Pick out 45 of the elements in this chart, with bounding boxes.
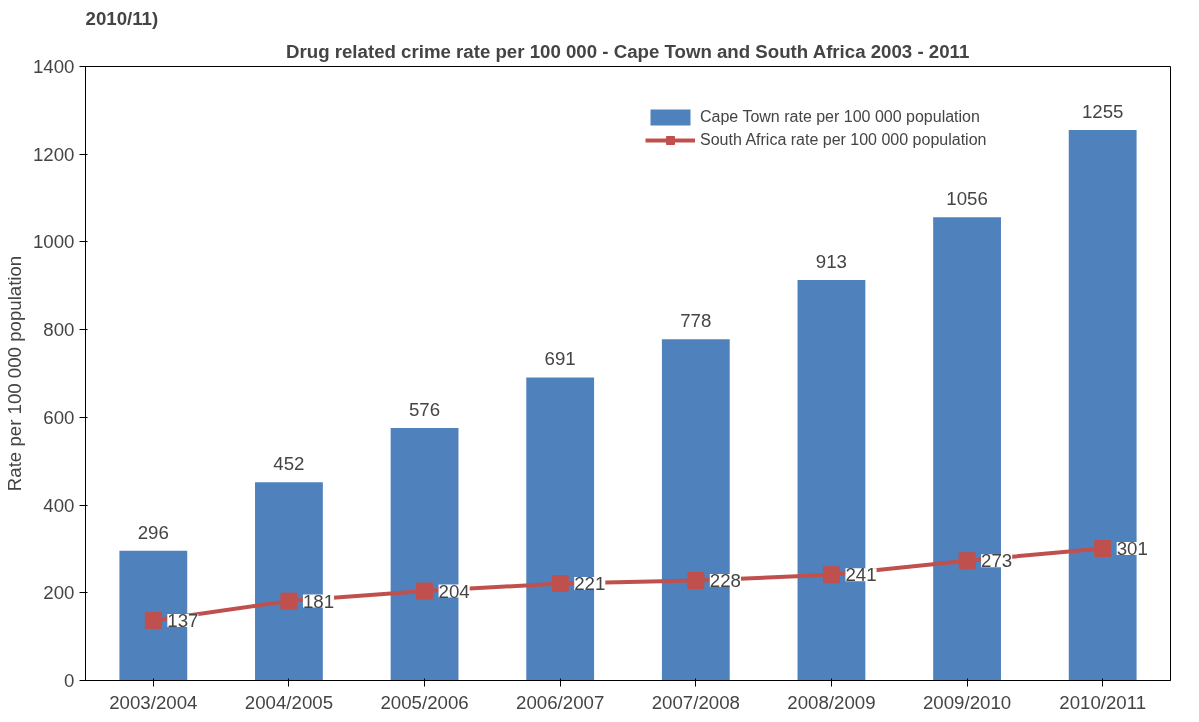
- x-tick-label: 2008/2009: [787, 691, 876, 713]
- data-label: 296: [137, 521, 169, 543]
- point: [144, 611, 162, 629]
- data-label: 301: [1116, 537, 1148, 559]
- y-tick-label: 1200: [33, 143, 75, 165]
- x-tick-label: 2010/2011: [1059, 691, 1147, 713]
- point: [822, 566, 840, 584]
- y-tick-label: 0: [64, 670, 75, 691]
- data-label: 204: [438, 580, 470, 602]
- y-tick-label: 600: [43, 406, 75, 428]
- y-tick-label: 1000: [33, 231, 75, 253]
- data-label: 137: [167, 609, 199, 631]
- y-tick-label: 200: [43, 582, 75, 604]
- data-label: 1056: [946, 188, 988, 210]
- point: [958, 552, 976, 570]
- point: [416, 582, 434, 600]
- data-label: 273: [981, 550, 1013, 572]
- data-label: 576: [409, 398, 441, 420]
- data-label: 181: [302, 590, 335, 612]
- y-axis-title: Rate per 100 000 population: [4, 255, 25, 492]
- point: [687, 572, 705, 590]
- point: [280, 592, 298, 610]
- point: [551, 575, 569, 593]
- x-tick-label: 2009/2010: [922, 691, 1012, 713]
- data-label: 1255: [1081, 101, 1124, 123]
- x-tick-label: 2007/2008: [651, 691, 740, 713]
- y-tick-label: 400: [43, 494, 75, 516]
- text: 2010/11): [85, 7, 159, 29]
- chart-title: Drug related crime rate per 100 000 - Cape Town and South Africa 2003 - 2011: [286, 40, 970, 62]
- x-tick-label: 2005/2006: [380, 691, 469, 713]
- legend-label: Cape Town rate per 100 000 population: [700, 108, 980, 126]
- x-tick-label: 2003/2004: [109, 691, 198, 713]
- x-tick-label: 2004/2005: [244, 691, 334, 713]
- data-label: 452: [273, 453, 305, 475]
- data-label: 241: [845, 564, 877, 586]
- legend-label: South Africa rate per 100 000 population: [700, 131, 987, 149]
- point: [1094, 539, 1112, 557]
- data-label: 228: [709, 570, 741, 592]
- data-label: 691: [544, 348, 576, 370]
- data-label: 778: [680, 310, 712, 332]
- data-label: 221: [574, 573, 606, 595]
- y-tick-label: 1400: [33, 56, 75, 77]
- y-tick-label: 800: [43, 319, 75, 341]
- x-tick-label: 2006/2007: [516, 691, 605, 713]
- data-label: 913: [815, 251, 848, 273]
